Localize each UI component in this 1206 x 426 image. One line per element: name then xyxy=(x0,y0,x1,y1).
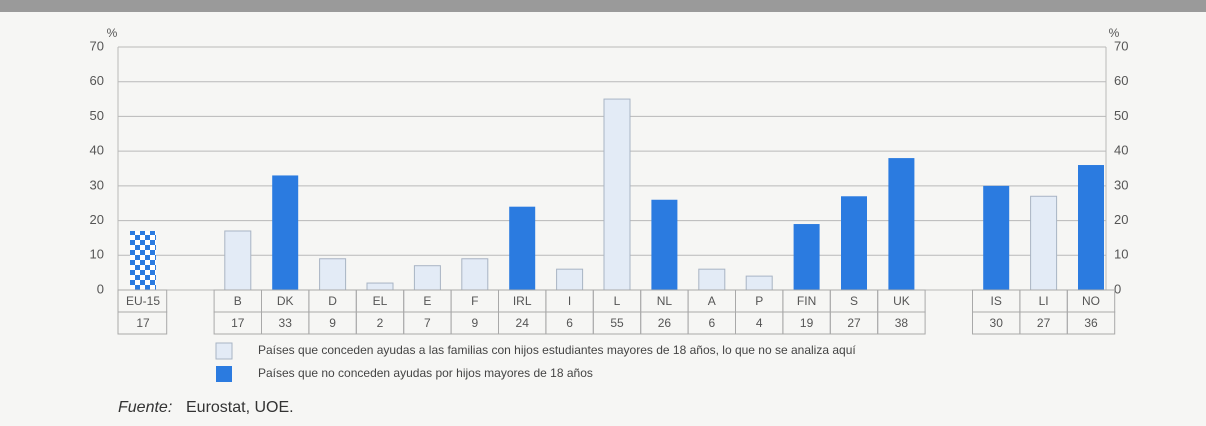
value-label: 55 xyxy=(610,316,624,330)
value-label: 19 xyxy=(800,316,814,330)
bar xyxy=(983,185,1010,290)
x-tick-label: IRL xyxy=(513,294,532,308)
x-tick-label: NO xyxy=(1082,294,1100,308)
bar xyxy=(793,224,820,290)
value-label: 33 xyxy=(279,316,293,330)
bar xyxy=(603,98,631,291)
value-label: 24 xyxy=(516,316,530,330)
background xyxy=(0,12,1206,426)
value-label: 7 xyxy=(424,316,431,330)
y-tick-label: 10 xyxy=(90,247,104,262)
x-tick-label: L xyxy=(614,294,621,308)
y-tick-label: 70 xyxy=(90,38,104,53)
x-tick-label: F xyxy=(471,294,478,308)
bar xyxy=(556,268,584,291)
value-label: 26 xyxy=(658,316,672,330)
x-tick-label: P xyxy=(755,294,763,308)
table-cell xyxy=(117,311,168,335)
y-unit-right: % xyxy=(1109,26,1120,40)
y-tick-label: 30 xyxy=(90,177,104,192)
x-tick-label: I xyxy=(568,294,571,308)
bar xyxy=(745,275,773,291)
source-label: Fuente: xyxy=(118,399,172,416)
bar xyxy=(224,230,252,291)
x-tick-label: E xyxy=(423,294,431,308)
y-tick-label: 40 xyxy=(90,143,104,158)
bar xyxy=(461,258,489,291)
bar xyxy=(130,230,156,290)
value-label: 30 xyxy=(990,316,1004,330)
value-label: 38 xyxy=(895,316,909,330)
value-label: 17 xyxy=(231,316,245,330)
x-tick-label: D xyxy=(328,294,337,308)
y-tick-label-right: 20 xyxy=(1114,212,1128,227)
x-tick-label: B xyxy=(234,294,242,308)
x-tick-label: EL xyxy=(373,294,388,308)
y-tick-label-right: 40 xyxy=(1114,143,1128,158)
source: Eurostat, UOE. xyxy=(186,399,294,416)
bar xyxy=(366,282,394,291)
y-tick-label-right: 10 xyxy=(1114,247,1128,262)
x-tick-label: FIN xyxy=(797,294,816,308)
x-tick-label: LI xyxy=(1039,294,1049,308)
y-unit-left: % xyxy=(107,26,118,40)
value-label: 6 xyxy=(708,316,715,330)
y-tick-label: 60 xyxy=(90,73,104,88)
x-tick-label: EU-15 xyxy=(126,294,160,308)
bar xyxy=(413,265,441,291)
legend-swatch xyxy=(216,366,232,382)
table-cell xyxy=(877,311,926,335)
bar xyxy=(888,158,915,290)
value-label: 27 xyxy=(1037,316,1051,330)
x-tick-label: IS xyxy=(991,294,1002,308)
value-label: 2 xyxy=(377,316,384,330)
scan-border xyxy=(0,0,1206,12)
y-tick-label-right: 30 xyxy=(1114,177,1128,192)
value-label: 6 xyxy=(566,316,573,330)
x-tick-label: DK xyxy=(277,294,294,308)
bar xyxy=(651,199,678,290)
bar xyxy=(272,175,299,290)
y-tick-label-right: 0 xyxy=(1114,281,1121,296)
legend-label: Países que conceden ayudas a las familia… xyxy=(258,343,856,357)
x-tick-label: NL xyxy=(657,294,673,308)
x-tick-label: S xyxy=(850,294,858,308)
legend-label: Países que no conceden ayudas por hijos … xyxy=(258,366,593,380)
value-label: 4 xyxy=(756,316,763,330)
y-tick-label-right: 60 xyxy=(1114,73,1128,88)
bar xyxy=(319,258,347,291)
y-tick-label-right: 50 xyxy=(1114,108,1128,123)
value-label: 36 xyxy=(1084,316,1098,330)
x-tick-label: A xyxy=(708,294,716,308)
y-tick-label: 20 xyxy=(90,212,104,227)
value-label: 17 xyxy=(136,316,150,330)
value-label: 9 xyxy=(329,316,336,330)
x-tick-label: UK xyxy=(893,294,910,308)
y-tick-label-right: 70 xyxy=(1114,38,1128,53)
table-cell xyxy=(1066,311,1116,335)
bar xyxy=(1030,195,1058,291)
bar xyxy=(509,206,536,290)
bar xyxy=(698,268,726,291)
value-label: 9 xyxy=(471,316,478,330)
y-tick-label: 0 xyxy=(97,281,104,296)
value-label: 27 xyxy=(847,316,861,330)
y-tick-label: 50 xyxy=(90,108,104,123)
bar xyxy=(841,196,867,290)
bar xyxy=(1078,165,1104,290)
legend-swatch xyxy=(215,342,233,360)
